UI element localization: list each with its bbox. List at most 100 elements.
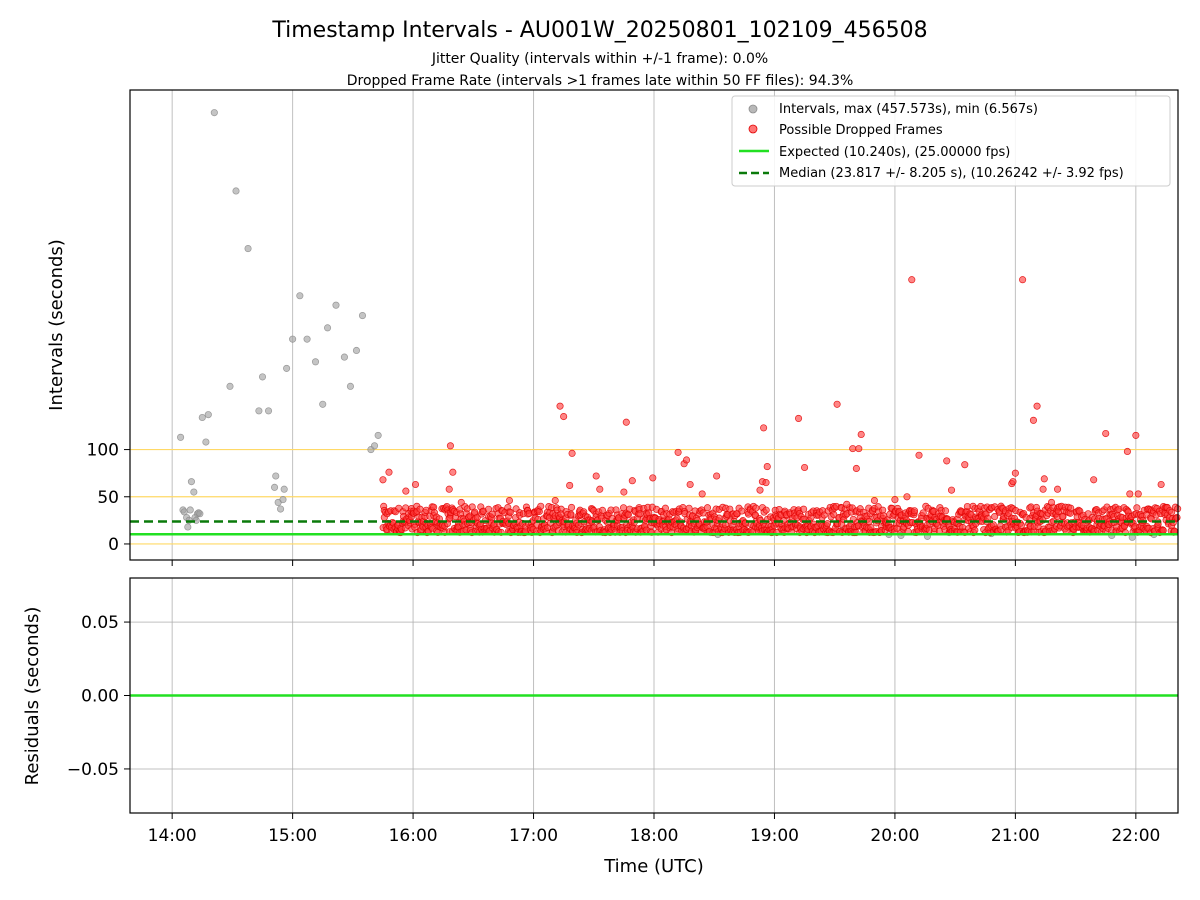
dropped-frame-point [943, 457, 951, 465]
chart-title: Timestamp Intervals - AU001W_20250801_10… [271, 18, 927, 43]
interval-point [244, 245, 252, 253]
interval-point [202, 438, 210, 446]
intervals-panel: 0 50 100 Intervals (seconds) Intervals, ma… [46, 89, 1182, 566]
legend: Intervals, max (457.573s), min (6.567s) … [731, 95, 1171, 187]
dropped-frame-point [457, 498, 465, 506]
interval-point [226, 382, 234, 390]
bottom-y-tick-label: 0.05 [81, 613, 119, 633]
x-tick-label: 16:00 [389, 826, 438, 846]
x-tick-label: 20:00 [870, 826, 919, 846]
dropped-frame-point [446, 442, 454, 450]
dropped-frame-point [485, 505, 493, 513]
x-axis-label: Time (UTC) [603, 856, 704, 877]
dropped-frame-point [505, 496, 513, 505]
legend-label-dropped: Possible Dropped Frames [779, 123, 943, 138]
interval-point [264, 407, 273, 415]
dropped-frame-point [556, 402, 564, 410]
interval-point [319, 400, 327, 408]
dropped-frame-point [910, 507, 919, 515]
dropped-frame-point [620, 488, 628, 496]
dropped-frame-point [488, 510, 496, 518]
dropped-frame-point [379, 476, 387, 484]
dropped-frame-point [703, 504, 712, 512]
interval-point [324, 324, 332, 332]
bottom-y-tick-label: −0.05 [67, 760, 119, 780]
dropped-frame-point [622, 418, 630, 426]
dropped-frame-point [843, 500, 851, 508]
dropped-frame-point [1029, 416, 1037, 424]
x-tick-label: 15:00 [268, 826, 317, 846]
interval-point [303, 335, 311, 343]
x-tick-label: 17:00 [509, 826, 558, 846]
dropped-frame-point [537, 502, 545, 510]
dropped-frame-point [760, 424, 768, 432]
dropped-frame-point [1134, 490, 1142, 498]
interval-point [370, 442, 379, 450]
interval-point [277, 505, 285, 513]
dropped-frame-point [1040, 475, 1048, 483]
interval-point [358, 312, 367, 320]
intervals-reference-lines [130, 448, 1178, 545]
dropped-frame-point [1133, 504, 1141, 512]
dropped-frame-point [903, 493, 911, 501]
interval-point [279, 496, 287, 504]
dropped-frame-point [567, 510, 575, 518]
interval-point [311, 358, 320, 366]
dropped-frame-point [1090, 476, 1098, 484]
dropped-frame-point [795, 414, 803, 422]
interval-point [184, 523, 192, 531]
residuals-y-axis-label: Residuals (seconds) [22, 607, 43, 786]
interval-point [186, 506, 194, 514]
interval-point [255, 407, 263, 415]
dropped-frame-point [682, 456, 691, 464]
residuals-y-ticks: 0.05 0.00 −0.05 [67, 613, 130, 780]
dropped-frame-point [752, 504, 760, 512]
intervals-x-ticks [171, 560, 1137, 566]
legend-marker-dropped [748, 124, 758, 134]
dropped-frame-point [762, 479, 770, 487]
x-tick-label: 22:00 [1111, 826, 1160, 846]
dropped-frame-point [1157, 480, 1165, 489]
interval-point [272, 472, 280, 480]
dropped-frame-point [628, 477, 636, 485]
dropped-frame-point [506, 508, 514, 516]
x-tick-label: 18:00 [630, 826, 679, 846]
dropped-frame-point [762, 506, 770, 514]
dropped-frame-point [1132, 431, 1140, 439]
interval-point [280, 485, 288, 493]
dropped-frame-point [833, 400, 841, 408]
dropped-frame-point [823, 520, 832, 528]
dropped-frame-point [891, 496, 899, 504]
dropped-frame-point [908, 276, 916, 284]
interval-point [374, 431, 382, 439]
top-y-tick-label: 50 [97, 488, 119, 508]
dropped-frame-point [674, 448, 682, 456]
dropped-frame-point [971, 526, 979, 534]
dropped-frame-point [849, 445, 857, 453]
dropped-frame-point [686, 480, 694, 489]
dropped-frame-point [567, 503, 576, 511]
interval-point [258, 373, 267, 381]
dropped-frame-point [592, 472, 600, 480]
dropped-frame-point [800, 505, 808, 513]
dropped-frame-point [1067, 504, 1075, 512]
dropped-frame-point [961, 461, 969, 469]
dropped-frame-point [1047, 498, 1056, 506]
interval-point [177, 433, 185, 441]
residuals-panel: 0.050.00−0.05 14:00 15:00 16:00 17:00 18:00 1… [22, 577, 1179, 877]
top-y-tick-label: 100 [87, 441, 119, 461]
dropped-frame-point [1126, 490, 1134, 498]
dropped-frame-point [991, 513, 999, 521]
dropped-frame-point [598, 506, 607, 514]
interval-point [187, 478, 195, 486]
intervals-y-ticks: 0 50 100 [87, 441, 130, 555]
dropped-frame-point [685, 504, 693, 512]
dropped-frame-point [870, 496, 878, 505]
dropped-frame-point [801, 463, 809, 472]
interval-point [332, 301, 340, 309]
dropped-frame-point [915, 451, 923, 459]
dropped-frame-point [551, 496, 559, 505]
dropped-frame-point [1009, 478, 1017, 486]
dropped-frame-point [855, 445, 863, 453]
